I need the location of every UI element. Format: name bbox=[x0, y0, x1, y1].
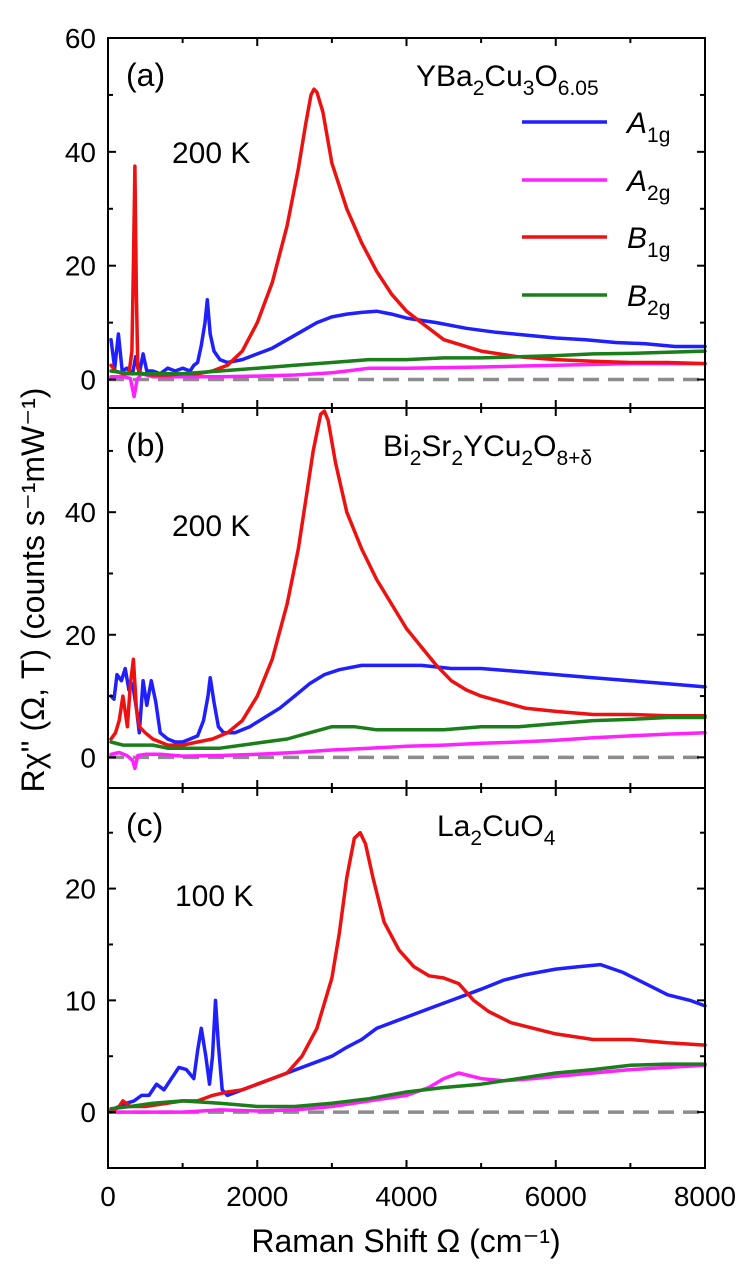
panel-c: 0 10 20 (c) 100 K La2CuO4 bbox=[65, 787, 707, 1169]
y-axis-label: Rχ'' (Ω, T) (counts s⁻¹mW⁻¹) bbox=[15, 388, 51, 793]
series-A1g-line bbox=[109, 298, 707, 376]
x-tick-label: 8000 bbox=[674, 1181, 736, 1212]
temperature-label: 200 K bbox=[172, 510, 250, 543]
panel-b: 0 20 40 (b) 200 K Bi2Sr2YCu2O8+δ bbox=[65, 407, 707, 789]
y-tick-label: 20 bbox=[65, 620, 96, 651]
panel-label: (c) bbox=[126, 807, 163, 843]
temperature-label: 100 K bbox=[175, 880, 253, 913]
temperature-label: 200 K bbox=[172, 137, 250, 170]
x-axis: 0 2000 4000 6000 8000 bbox=[100, 1181, 736, 1212]
y-tick-label: 20 bbox=[65, 251, 96, 282]
y-tick-label: 40 bbox=[65, 497, 96, 528]
y-tick-label: 0 bbox=[80, 1097, 96, 1128]
series-B2g-line bbox=[109, 715, 707, 750]
x-axis-label: Raman Shift Ω (cm⁻¹) bbox=[251, 1223, 560, 1259]
x-tick-label: 2000 bbox=[226, 1181, 288, 1212]
y-tick-label: 60 bbox=[65, 23, 96, 54]
y-tick-label: 40 bbox=[65, 137, 96, 168]
y-tick-label: 0 bbox=[80, 365, 96, 396]
series-A2g-line bbox=[109, 361, 707, 399]
legend-label-B1g: B1g bbox=[627, 222, 670, 262]
panels: 0 20 40 60 (a) 200 K YBa2Cu3O6.05 0 20 40 (b) 200 K… bbox=[65, 23, 707, 1169]
series-B1g-line bbox=[109, 87, 707, 377]
legend: A1g A2g B1g B2g bbox=[522, 107, 670, 320]
series-B2g-line bbox=[109, 1062, 707, 1111]
x-tick-label: 0 bbox=[100, 1181, 116, 1212]
series-B2g-line bbox=[109, 349, 707, 376]
material-formula: YBa2Cu3O6.05 bbox=[416, 60, 599, 100]
y-tick-label: 20 bbox=[65, 874, 96, 905]
panel-label: (b) bbox=[126, 427, 165, 463]
series-A2g-line bbox=[109, 1063, 707, 1114]
series-B1g-line bbox=[109, 409, 707, 747]
y-tick-label: 10 bbox=[65, 985, 96, 1016]
legend-label-B2g: B2g bbox=[627, 280, 670, 320]
series-A1g-line bbox=[109, 962, 707, 1112]
material-formula: La2CuO4 bbox=[437, 810, 556, 850]
x-tick-label: 6000 bbox=[525, 1181, 587, 1212]
panel-a: 0 20 40 60 (a) 200 K YBa2Cu3O6.05 bbox=[65, 23, 707, 409]
y-tick-label: 0 bbox=[80, 742, 96, 773]
series-A2g-line bbox=[109, 731, 707, 771]
legend-label-A1g: A1g bbox=[625, 107, 670, 147]
material-formula: Bi2Sr2YCu2O8+δ bbox=[383, 430, 592, 470]
legend-label-A2g: A2g bbox=[625, 165, 670, 205]
x-tick-label: 4000 bbox=[375, 1181, 437, 1212]
panel-label: (a) bbox=[126, 57, 165, 93]
